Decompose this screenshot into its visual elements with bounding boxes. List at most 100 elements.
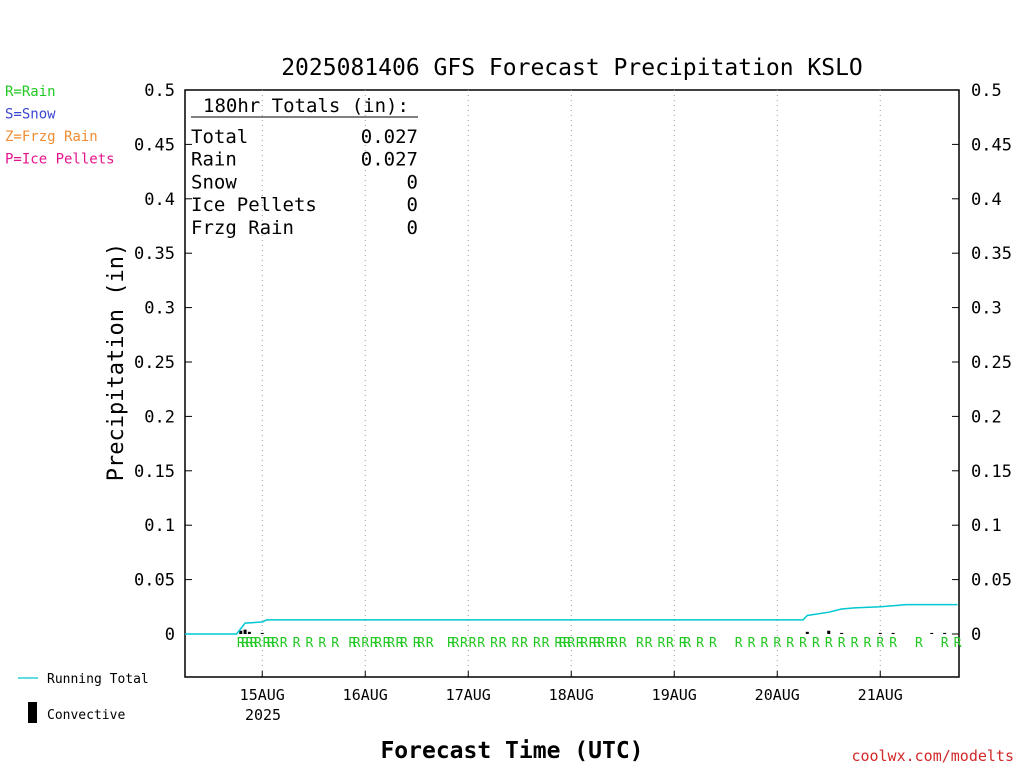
rain-marker: R: [426, 636, 434, 651]
rain-marker: R: [679, 636, 687, 651]
y-tick-label-right: 0.05: [971, 571, 1012, 591]
convective-bar: [805, 631, 809, 634]
convective-bar: [930, 632, 934, 634]
rain-marker: R: [245, 636, 253, 651]
precip-type-legend-item: S=Snow: [5, 107, 56, 123]
y-tick-label-left: 0.15: [134, 462, 175, 482]
y-tick-label-left: 0.35: [134, 244, 175, 264]
precip-type-legend-item: Z=Frzg Rain: [5, 129, 98, 145]
x-tick-label: 15AUG: [240, 686, 285, 704]
x-tick-label: 18AUG: [549, 686, 594, 704]
rain-marker: R: [254, 636, 262, 651]
rain-marker: R: [460, 636, 468, 651]
totals-row-label: Ice Pellets: [191, 194, 317, 216]
rain-marker: R: [331, 636, 339, 651]
rain-marker: R: [477, 636, 485, 651]
rain-marker: R: [374, 636, 382, 651]
convective-bar: [260, 632, 264, 634]
totals-row-label: Snow: [191, 171, 237, 193]
convective-bar: [891, 632, 895, 634]
y-tick-label-right: 0.4: [971, 190, 1002, 210]
x-axis-ticks: 15AUG 16AUG 17AUG 18AUG 19AUG 20AUG 21AUG: [240, 671, 903, 704]
y-tick-label-left: 0.25: [134, 353, 175, 373]
rain-marker: R: [666, 636, 674, 651]
y-tick-label-left: 0: [165, 625, 175, 645]
rain-marker: R: [554, 636, 562, 651]
rain-marker: R: [520, 636, 528, 651]
y-tick-label-right: 0.45: [971, 135, 1012, 155]
chart-title: 2025081406 GFS Forecast Precipitation KS…: [281, 55, 863, 81]
rain-marker: R: [348, 636, 356, 651]
convective-bars: [239, 629, 947, 634]
series-legend: Running Total Convective: [18, 672, 149, 723]
y-tick-label-left: 0.4: [144, 190, 175, 210]
rain-marker: R: [451, 636, 459, 651]
convective-bar: [878, 632, 882, 634]
rain-marker: R: [576, 636, 584, 651]
y-tick-label-right: 0.35: [971, 244, 1012, 264]
precip-type-legend-item: R=Rain: [5, 84, 56, 100]
totals-row-label: Total: [191, 126, 248, 148]
rain-marker: R: [383, 636, 391, 651]
rain-marker: R: [610, 636, 618, 651]
rain-marker: R: [748, 636, 756, 651]
credit-text: coolwx.com/modelts: [851, 747, 1014, 765]
rain-marker: R: [387, 636, 395, 651]
rain-marker: R: [709, 636, 717, 651]
rain-marker: R: [812, 636, 820, 651]
rain-marker: R: [567, 636, 575, 651]
rain-marker: R: [825, 636, 833, 651]
running-total-layer: [185, 603, 958, 635]
rain-marker: R: [293, 636, 301, 651]
x-axis-label: Forecast Time (UTC): [380, 738, 643, 764]
x-tick-label: 21AUG: [858, 686, 903, 704]
x-tick-label: 16AUG: [343, 686, 388, 704]
totals-row-value: 0: [407, 217, 418, 239]
rain-marker: R: [941, 636, 949, 651]
rain-marker: R: [413, 636, 421, 651]
rain-marker: R: [760, 636, 768, 651]
rain-marker: R: [645, 636, 653, 651]
rain-marker: R: [593, 636, 601, 651]
rain-marker: R: [318, 636, 326, 651]
rain-marker: R: [799, 636, 807, 651]
rain-marker: R: [533, 636, 541, 651]
rain-marker: R: [400, 636, 408, 651]
rain-marker: R: [447, 636, 455, 651]
rain-marker: R: [469, 636, 477, 651]
rain-marker: R: [580, 636, 588, 651]
rain-marker: R: [241, 636, 249, 651]
rain-marker: R: [370, 636, 378, 651]
precip-type-legend-item: P=Ice Pellets: [5, 152, 115, 168]
rain-marker: R: [657, 636, 665, 651]
rain-marker: R: [237, 636, 245, 651]
rain-marker: R: [597, 636, 605, 651]
totals-row-label: Rain: [191, 149, 237, 171]
rain-marker: R: [512, 636, 520, 651]
rain-marker: R: [696, 636, 704, 651]
x-tick-label: 20AUG: [755, 686, 800, 704]
rain-marker: R: [954, 636, 962, 651]
rain-marker: R: [683, 636, 691, 651]
rain-marker: R: [263, 636, 271, 651]
convective-legend-label: Convective: [47, 708, 125, 723]
y-axis-label: Precipitation (in): [104, 243, 129, 481]
y-axis-ticks: 0 00.05 0.050.1 0.10.15 0.150.2 0.20.25 0.250.…: [134, 81, 1012, 645]
rain-marker: R: [863, 636, 871, 651]
rain-marker: R: [589, 636, 597, 651]
rain-marker: R: [280, 636, 288, 651]
rain-marker: R: [636, 636, 644, 651]
rain-marker: R: [267, 636, 275, 651]
convective-bar: [247, 631, 251, 634]
rain-marker: R: [490, 636, 498, 651]
rain-marker: R: [851, 636, 859, 651]
grid-lines: [261, 90, 881, 677]
rain-marker: R: [559, 636, 567, 651]
rain-marker: R: [735, 636, 743, 651]
running-total-legend-label: Running Total: [47, 672, 149, 687]
rain-marker: R: [542, 636, 550, 651]
rain-marker: R: [396, 636, 404, 651]
precip-type-legend: R=Rain S=Snow Z=Frzg Rain P=Ice Pellets: [5, 84, 115, 168]
rain-marker: R: [889, 636, 897, 651]
rain-marker: R: [250, 636, 258, 651]
